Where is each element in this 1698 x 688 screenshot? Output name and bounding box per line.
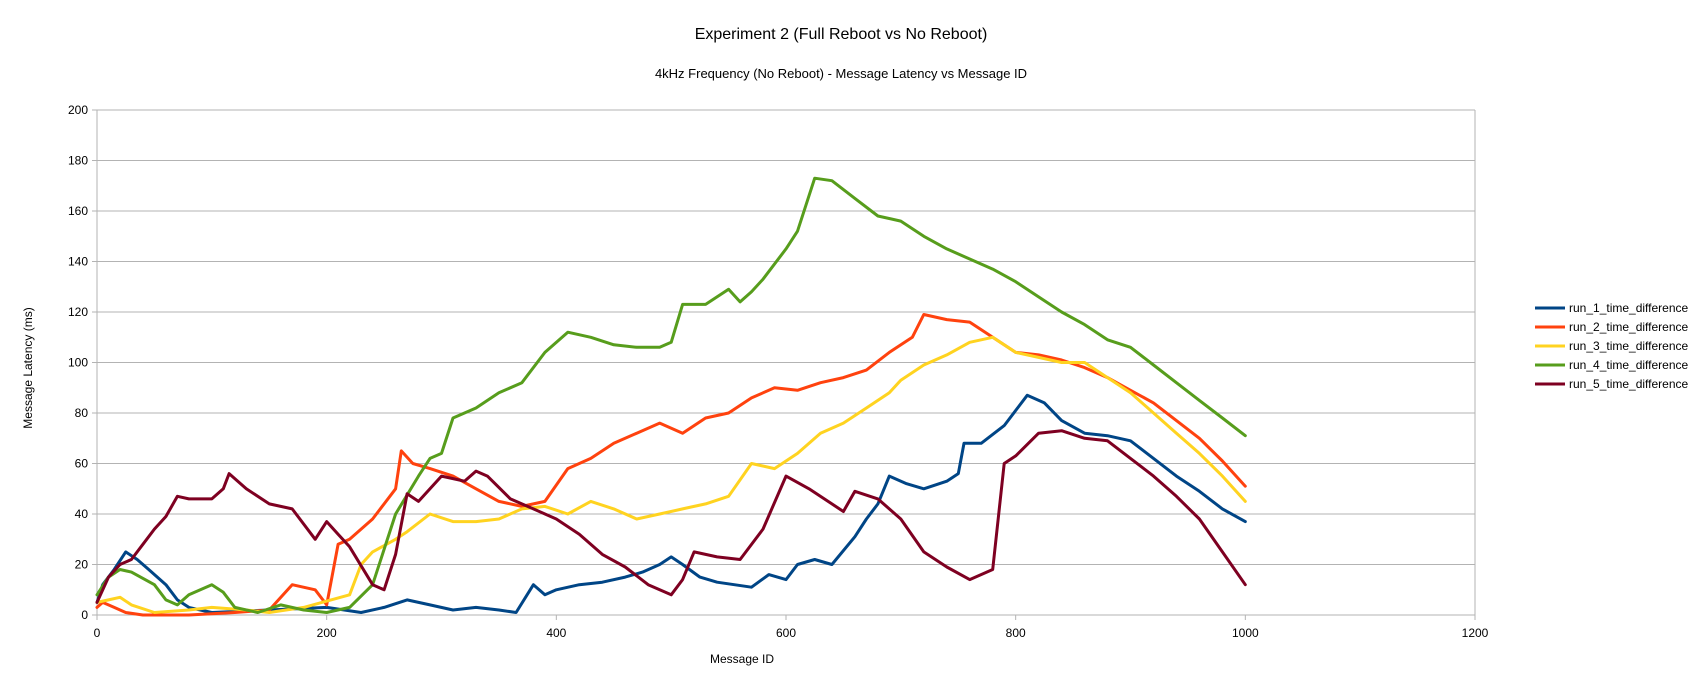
series-line-run_5_time_difference	[95, 429, 1247, 604]
series-line-run_2_time_difference	[95, 313, 1247, 617]
series-line-run_3_time_difference	[95, 335, 1247, 614]
y-tick-label: 100	[68, 356, 88, 370]
x-tick-label: 400	[546, 626, 566, 640]
x-tick-label: 200	[317, 626, 337, 640]
y-tick-label: 0	[81, 608, 88, 622]
y-tick-label: 60	[75, 457, 89, 471]
series-group	[95, 176, 1247, 617]
x-tick-label: 1000	[1232, 626, 1259, 640]
y-tick-label: 200	[68, 103, 88, 117]
y-tick-label: 40	[75, 507, 89, 521]
x-tick-label: 600	[776, 626, 796, 640]
y-tick-label: 80	[75, 406, 89, 420]
x-axis-label: Message ID	[710, 652, 774, 666]
y-tick-label: 120	[68, 305, 88, 319]
legend-label: run_5_time_difference	[1569, 377, 1689, 391]
axes: 0 20 40 60 80 100 120 140 160 180 200 0 200 400 600 800…	[68, 103, 1489, 640]
grid	[97, 109, 1475, 616]
chart-title: Experiment 2 (Full Reboot vs No Reboot)	[695, 26, 988, 43]
legend-label: run_2_time_difference	[1569, 320, 1689, 334]
y-tick-label: 160	[68, 204, 88, 218]
x-tick-label: 1200	[1462, 626, 1489, 640]
legend: run_1_time_difference run_2_time_differen…	[1535, 301, 1689, 391]
legend-label: run_3_time_difference	[1569, 339, 1689, 353]
legend-label: run_4_time_difference	[1569, 358, 1689, 372]
y-tick-label: 180	[68, 154, 88, 168]
y-axis-label: Message Latency (ms)	[21, 307, 35, 428]
y-tick-label: 20	[75, 558, 89, 572]
x-tick-label: 800	[1006, 626, 1026, 640]
y-tick-label: 140	[68, 255, 88, 269]
chart-subtitle: 4kHz Frequency (No Reboot) - Message Lat…	[655, 66, 1027, 81]
x-tick-label: 0	[94, 626, 101, 640]
series-line-run_4_time_difference	[95, 176, 1247, 614]
legend-label: run_1_time_difference	[1569, 301, 1689, 315]
